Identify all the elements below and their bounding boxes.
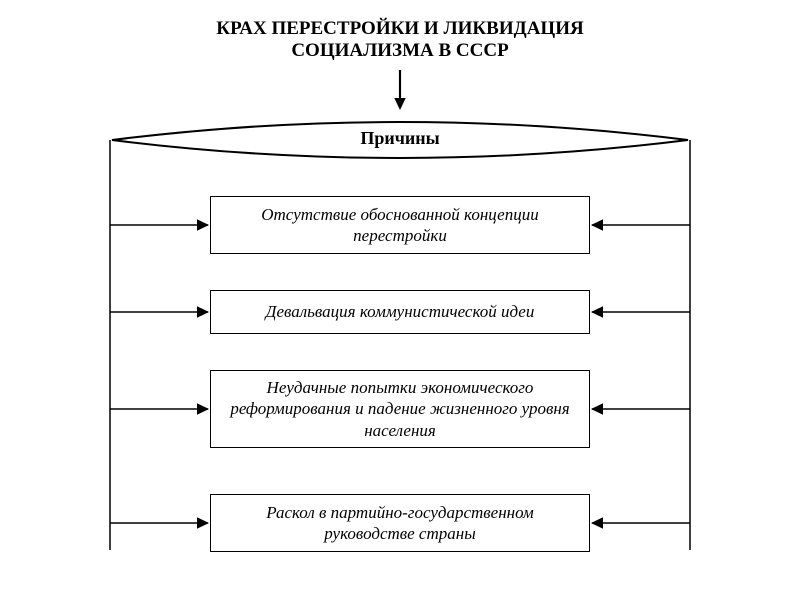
title-line1: КРАХ ПЕРЕСТРОЙКИ И ЛИКВИДАЦИЯ [0,18,800,40]
reason-box-4: Раскол в партийно-государственном руково… [210,494,590,552]
reason-box-3: Неудачные попытки экономического реформи… [210,370,590,448]
reason-text: Раскол в партийно-государственном руково… [221,502,579,545]
reason-box-1: Отсутствие обоснованной концепции перест… [210,196,590,254]
causes-node: Причины [110,110,690,170]
causes-label: Причины [110,128,690,149]
reason-text: Неудачные попытки экономического реформи… [221,377,579,441]
diagram-title: КРАХ ПЕРЕСТРОЙКИ И ЛИКВИДАЦИЯ СОЦИАЛИЗМА… [0,18,800,62]
title-line2: СОЦИАЛИЗМА В СССР [0,40,800,62]
reason-box-2: Девальвация коммунистической идеи [210,290,590,334]
reason-text: Девальвация коммунистической идеи [266,301,535,322]
reason-text: Отсутствие обоснованной концепции перест… [221,204,579,247]
